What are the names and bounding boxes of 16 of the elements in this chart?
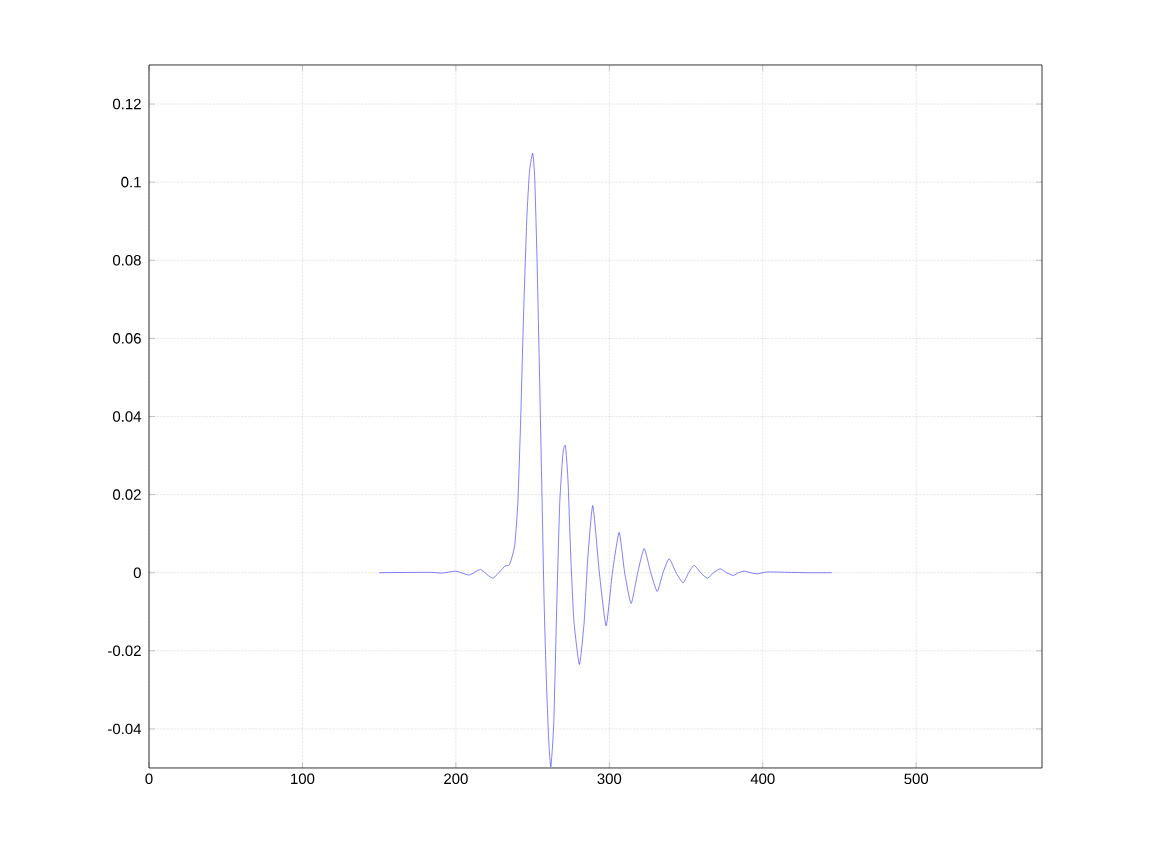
y-tick-label: 0.04: [112, 411, 142, 422]
y-tick-label: 0.1: [121, 176, 141, 188]
y-tick-label: 0: [133, 567, 141, 578]
x-tick-label: 100: [291, 773, 315, 785]
y-tick-label: 0.12: [112, 98, 141, 110]
y-tick-label: 0.02: [112, 489, 141, 500]
x-tick-label: 200: [444, 773, 468, 785]
y-tick-label: -0.02: [108, 645, 141, 657]
x-tick-label: 500: [904, 773, 929, 785]
line-series: [378, 153, 833, 768]
x-tick-label: 0: [145, 773, 153, 785]
y-tick-label: 0.08: [112, 254, 141, 266]
y-tick-label: 0.06: [112, 333, 141, 344]
x-tick-label: 400: [750, 773, 775, 785]
y-tick-label: -0.04: [108, 723, 142, 735]
x-tick-label: 300: [597, 773, 622, 785]
